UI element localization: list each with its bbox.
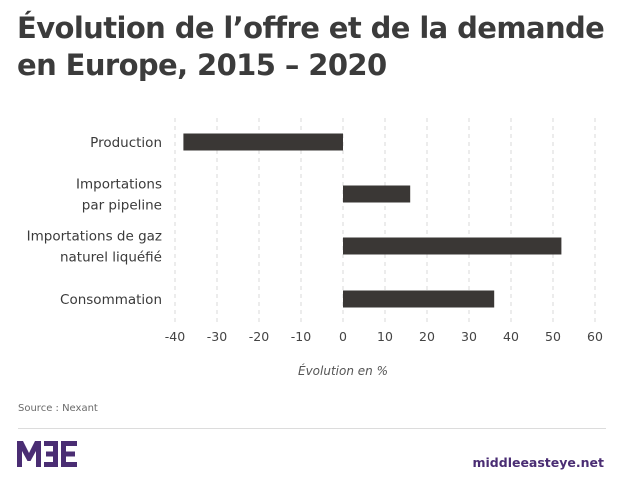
chart-title-line-2: en Europe, 2015 – 2020 — [17, 48, 387, 82]
mee-logo — [17, 441, 79, 471]
chart-title: Évolution de l’offre et de la demande en… — [17, 10, 617, 84]
x-tick-label: 20 — [419, 329, 435, 344]
bar-0 — [183, 133, 343, 151]
x-tick-label: 30 — [461, 329, 477, 344]
category-label-line: par pipeline — [82, 198, 162, 214]
source-note: Source : Nexant — [18, 403, 98, 414]
category-label: Importations de gaz naturel liquéfié — [27, 229, 162, 266]
x-axis-label: Évolution en % — [298, 363, 388, 378]
grid-lines — [174, 118, 596, 326]
category-label: Production — [90, 135, 162, 151]
x-tick-label: 40 — [503, 329, 519, 344]
x-tick-label: 0 — [339, 329, 347, 344]
bar-3 — [343, 290, 495, 308]
category-label-line: Importations — [76, 177, 162, 193]
x-tick-label: -40 — [165, 329, 185, 344]
category-label: Consommation — [60, 292, 162, 308]
chart-title-line-1: Évolution de l’offre et de la demande — [17, 11, 605, 45]
x-tick-label: -30 — [207, 329, 227, 344]
x-tick-label: 10 — [377, 329, 393, 344]
category-label: Importations par pipeline — [76, 177, 162, 214]
mee-logo-icon — [17, 441, 77, 467]
x-tick-label: -20 — [249, 329, 269, 344]
category-label-line: Importations de gaz — [27, 229, 162, 245]
x-tick-label: -10 — [291, 329, 311, 344]
category-label-line: Production — [90, 135, 162, 151]
site-url[interactable]: middleeasteye.net — [472, 455, 604, 470]
x-tick-labels: -40 -30 -20 -10 0 10 20 30 40 50 60 — [165, 329, 603, 344]
bars — [183, 133, 562, 308]
bar-1 — [343, 185, 411, 203]
category-label-line: Consommation — [60, 292, 162, 308]
footer-divider — [18, 428, 606, 429]
bar-2 — [343, 237, 562, 255]
category-label-line: naturel liquéfié — [60, 250, 162, 266]
x-tick-label: 50 — [545, 329, 561, 344]
x-tick-label: 60 — [587, 329, 603, 344]
